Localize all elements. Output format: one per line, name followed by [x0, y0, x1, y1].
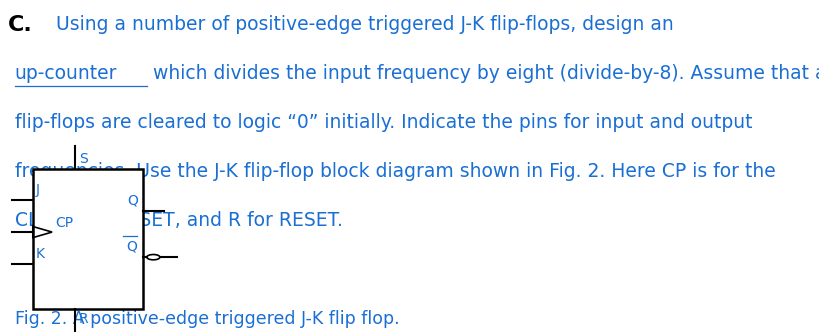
Text: Using a number of positive-edge triggered J-K flip-flops, design an: Using a number of positive-edge triggere… — [56, 15, 679, 34]
Text: Q: Q — [126, 240, 137, 254]
Text: C.: C. — [8, 15, 33, 35]
Text: CLOCK, S for SET, and R for RESET.: CLOCK, S for SET, and R for RESET. — [15, 211, 342, 230]
Text: CP: CP — [56, 216, 74, 230]
Text: which divides the input frequency by eight (divide-by-8). Assume that all: which divides the input frequency by eig… — [147, 64, 819, 83]
Text: K: K — [36, 247, 45, 261]
Text: frequencies. Use the J-K flip-flop block diagram shown in Fig. 2. Here CP is for: frequencies. Use the J-K flip-flop block… — [15, 162, 775, 181]
Text: Q: Q — [128, 194, 138, 208]
Text: flip-flops are cleared to logic “0” initially. Indicate the pins for input and o: flip-flops are cleared to logic “0” init… — [15, 113, 751, 132]
Text: Fig. 2. A positive-edge triggered J-K flip flop.: Fig. 2. A positive-edge triggered J-K fl… — [15, 310, 399, 328]
Text: J: J — [36, 183, 40, 197]
Text: up-counter: up-counter — [15, 64, 117, 83]
FancyBboxPatch shape — [33, 169, 143, 309]
Text: R: R — [79, 312, 88, 326]
Text: S: S — [79, 152, 88, 166]
